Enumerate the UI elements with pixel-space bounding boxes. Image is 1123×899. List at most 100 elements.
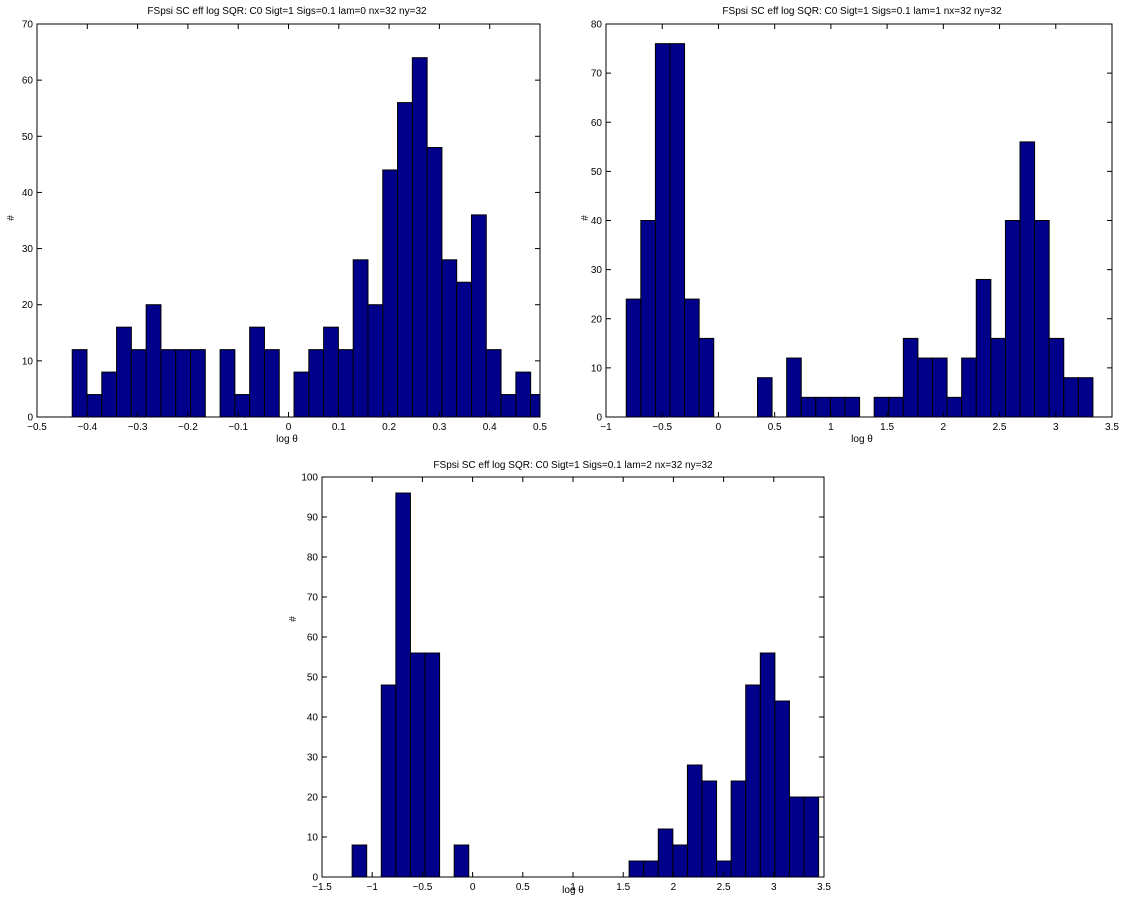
histogram-bar	[1004, 220, 1021, 418]
histogram-bar	[1063, 377, 1079, 418]
histogram-bar	[453, 844, 470, 878]
histogram-bar	[701, 780, 718, 878]
histogram-bar	[219, 349, 236, 418]
y-tick-label: 10	[307, 833, 319, 844]
histogram-bar	[1048, 337, 1065, 418]
histogram-bar	[500, 394, 517, 418]
histogram-bar	[190, 349, 206, 418]
histogram-bar	[426, 147, 443, 418]
histogram-bar	[263, 349, 280, 418]
y-tick-label: 50	[591, 167, 603, 178]
y-tick-label: 80	[591, 20, 603, 31]
histogram-bar	[411, 57, 428, 418]
y-tick-label: 0	[27, 413, 33, 424]
chart-title: FSpsi SC eff log SQR: C0 Sigt=1 Sigs=0.1…	[433, 460, 713, 471]
histogram-bar	[441, 259, 458, 418]
x-tick-label: 0.4	[483, 422, 497, 433]
x-tick-label: 0.5	[768, 422, 782, 433]
histogram-panel-lam1: FSpsi SC eff log SQR: C0 Sigt=1 Sigs=0.1…	[580, 6, 1119, 445]
y-axis-label: #	[288, 616, 299, 622]
histogram-bar	[672, 844, 688, 878]
histogram-bar	[759, 652, 776, 878]
y-tick-label: 0	[596, 413, 602, 424]
y-tick-label: 60	[307, 633, 319, 644]
histogram-bar	[323, 326, 339, 418]
y-tick-label: 20	[307, 793, 319, 804]
histogram-bar	[337, 349, 354, 418]
chart-title: FSpsi SC eff log SQR: C0 Sigt=1 Sigs=0.1…	[147, 6, 427, 17]
x-tick-label: 0.5	[533, 422, 547, 433]
histogram-bar	[961, 357, 977, 418]
x-tick-label: −1.5	[312, 882, 332, 893]
y-tick-label: 30	[307, 753, 319, 764]
histogram-bar	[382, 169, 399, 418]
y-tick-label: 20	[22, 300, 34, 311]
histogram-bar	[456, 281, 472, 418]
histogram-panel-lam0: FSpsi SC eff log SQR: C0 Sigt=1 Sigs=0.1…	[6, 6, 547, 445]
x-tick-label: 1	[828, 422, 834, 433]
histogram-bar	[686, 764, 703, 878]
histogram-bar	[654, 43, 671, 418]
histogram-bar	[625, 298, 642, 418]
y-tick-label: 10	[591, 363, 603, 374]
histogram-bar	[757, 377, 773, 418]
x-tick-label: 0.2	[382, 422, 396, 433]
histogram-bar	[745, 684, 761, 878]
x-tick-label: 0	[470, 882, 476, 893]
histogram-bar	[902, 337, 919, 418]
x-tick-label: 0.5	[516, 882, 530, 893]
histogram-bar	[803, 796, 820, 878]
y-tick-label: 30	[591, 265, 603, 276]
y-axis-label: #	[580, 215, 591, 221]
histogram-bar	[409, 652, 426, 878]
x-tick-label: −0.4	[77, 422, 97, 433]
x-tick-label: 1	[570, 882, 576, 893]
y-tick-label: 20	[591, 314, 603, 325]
y-tick-label: 50	[22, 132, 34, 143]
histogram-bar	[470, 214, 487, 418]
histogram-bar	[1034, 220, 1050, 418]
histogram-bar	[640, 220, 656, 418]
x-tick-label: 0	[286, 422, 292, 433]
histogram-bar	[249, 326, 265, 418]
histogram-bar	[234, 394, 251, 418]
histogram-bar	[1077, 377, 1094, 418]
y-tick-label: 100	[301, 473, 318, 484]
histogram-bar	[917, 357, 933, 418]
histogram-bar	[774, 700, 790, 878]
histogram-bar	[397, 102, 413, 418]
histogram-bar	[628, 860, 645, 878]
chart-title: FSpsi SC eff log SQR: C0 Sigt=1 Sigs=0.1…	[722, 6, 1002, 17]
histogram-bar	[873, 396, 890, 418]
histogram-bar	[485, 349, 502, 418]
histogram-bar	[515, 371, 532, 418]
histogram-bar	[946, 396, 963, 418]
x-tick-label: 3	[771, 882, 777, 893]
x-tick-label: 0.3	[432, 422, 446, 433]
histogram-bar	[698, 337, 715, 418]
histogram-bar	[530, 394, 541, 418]
histogram-bar	[643, 860, 659, 878]
x-axis-label: log θ	[851, 434, 873, 445]
histogram-bar	[351, 844, 368, 878]
histogram-bar	[669, 43, 686, 418]
histogram-bar	[293, 371, 310, 418]
y-tick-label: 90	[307, 513, 319, 524]
histogram-bar	[829, 396, 846, 418]
histogram-bar	[101, 371, 118, 418]
y-tick-label: 80	[307, 553, 319, 564]
histogram-bar	[975, 278, 992, 418]
histogram-bar	[86, 394, 103, 418]
y-tick-label: 10	[22, 356, 34, 367]
histogram-bar	[657, 828, 674, 878]
x-tick-label: −0.1	[228, 422, 248, 433]
histogram-bar	[395, 492, 411, 878]
x-tick-label: 3.5	[817, 882, 831, 893]
x-tick-label: 0	[716, 422, 722, 433]
x-tick-label: −0.5	[27, 422, 47, 433]
x-tick-label: 1.5	[880, 422, 894, 433]
x-tick-label: 2	[671, 882, 677, 893]
x-tick-label: 2	[941, 422, 947, 433]
histogram-bar	[352, 259, 369, 418]
